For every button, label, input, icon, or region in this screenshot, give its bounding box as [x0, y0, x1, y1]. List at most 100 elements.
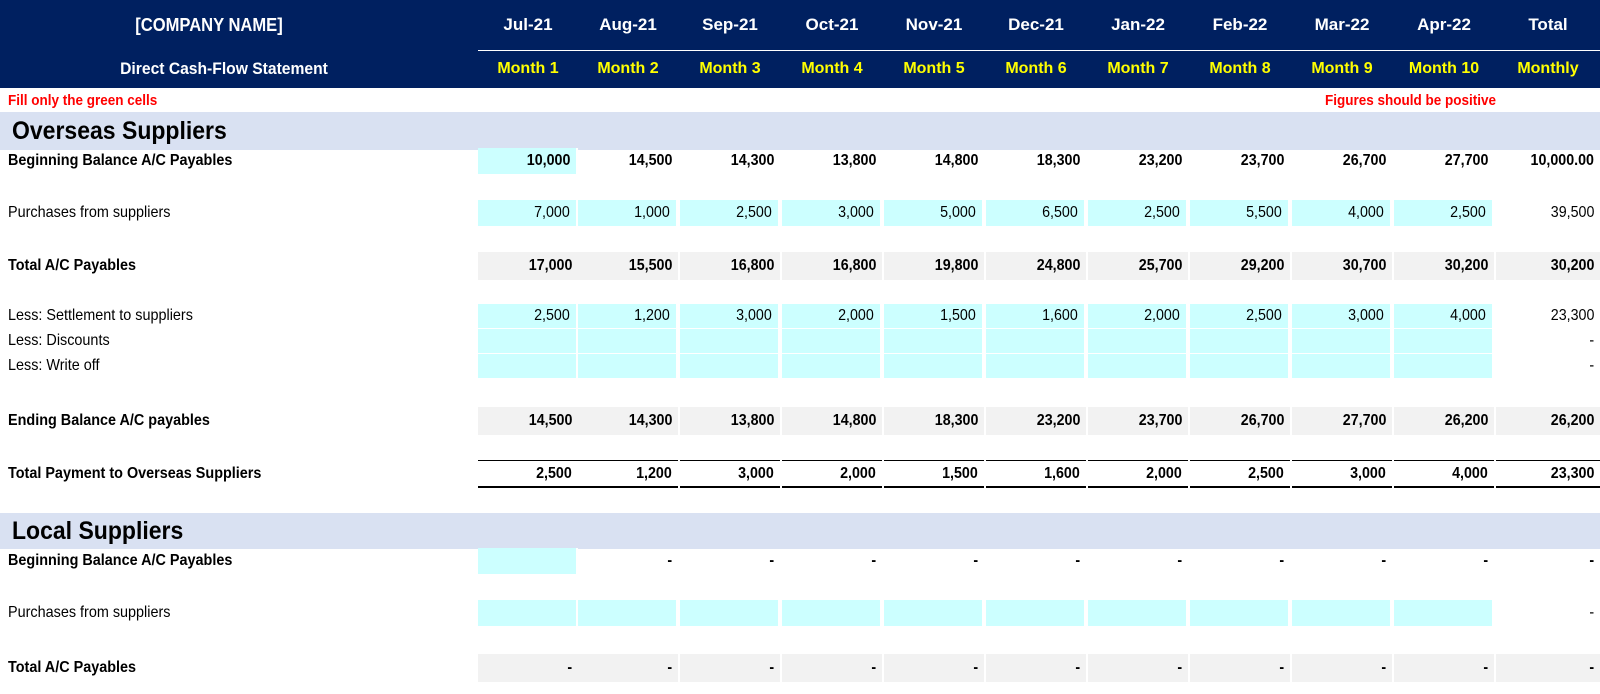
cell-month-2: - [578, 548, 678, 574]
cell-month-10[interactable] [1394, 354, 1494, 378]
cell-month-7[interactable] [1088, 354, 1188, 378]
cell-month-1[interactable]: 10,000 [478, 148, 578, 174]
cell-month-2[interactable] [578, 600, 678, 626]
cell-month-2[interactable] [578, 354, 678, 378]
cell-month-9-value: 3,000 [1348, 307, 1384, 324]
cell-month-3[interactable]: 3,000 [680, 304, 780, 328]
cell-total: - [1496, 354, 1600, 378]
cell-month-6-value: - [1075, 552, 1080, 569]
month-header-8: Feb-22 [1190, 0, 1290, 50]
cell-month-8[interactable] [1190, 600, 1290, 626]
cell-month-6-value: 1,600 [1044, 464, 1080, 482]
cell-total: - [1496, 548, 1600, 574]
cell-month-9-value: 4,000 [1348, 204, 1384, 221]
cell-month-10: 4,000 [1394, 460, 1494, 488]
cell-month-1[interactable] [478, 329, 578, 353]
cell-month-4[interactable] [782, 354, 882, 378]
cell-month-7[interactable] [1088, 329, 1188, 353]
cell-month-4: 16,800 [782, 252, 882, 280]
cell-month-7: - [1088, 548, 1188, 574]
cell-total-value: 23,300 [1550, 464, 1594, 482]
cell-month-4[interactable] [782, 329, 882, 353]
cell-month-8[interactable] [1190, 329, 1290, 353]
cell-month-2[interactable]: 1,000 [578, 200, 678, 226]
cell-month-3[interactable] [680, 354, 780, 378]
cell-month-9[interactable]: 4,000 [1292, 200, 1392, 226]
month-label-4: Month 4 [782, 50, 882, 88]
cell-month-9: 3,000 [1292, 460, 1392, 488]
cell-month-3[interactable] [680, 600, 780, 626]
cell-month-10[interactable] [1394, 600, 1494, 626]
company-name[interactable]: [COMPANY NAME] [135, 14, 283, 35]
month-label-5-value: Month 5 [903, 60, 965, 77]
cell-month-9[interactable] [1292, 354, 1392, 378]
cell-month-1[interactable]: 7,000 [478, 200, 578, 226]
cell-month-2[interactable]: 1,200 [578, 304, 678, 328]
cell-month-2[interactable] [578, 329, 678, 353]
cell-month-7[interactable] [1088, 600, 1188, 626]
cell-month-4[interactable] [782, 600, 882, 626]
row-label: Less: Discounts [8, 332, 110, 349]
row-label: Less: Settlement to suppliers [8, 307, 193, 324]
cell-total: 30,200 [1496, 252, 1600, 280]
cell-month-1: - [478, 654, 578, 682]
cell-month-10[interactable]: 4,000 [1394, 304, 1494, 328]
cell-month-8[interactable]: 5,500 [1190, 200, 1290, 226]
cell-month-5: - [884, 654, 984, 682]
cell-month-5[interactable]: 1,500 [884, 304, 984, 328]
cell-month-6[interactable] [986, 600, 1086, 626]
month-header-2: Aug-21 [578, 0, 678, 50]
cell-month-1[interactable] [478, 548, 578, 574]
row-label: Total Payment to Overseas Suppliers [8, 465, 262, 482]
cell-month-7[interactable]: 2,000 [1088, 304, 1188, 328]
cell-month-3: - [680, 654, 780, 682]
cell-month-8-value: 2,500 [1246, 307, 1282, 324]
cell-month-7[interactable]: 2,500 [1088, 200, 1188, 226]
row-label: Beginning Balance A/C Payables [8, 552, 233, 569]
cell-month-7-value: - [1177, 552, 1182, 569]
cell-month-5[interactable]: 5,000 [884, 200, 984, 226]
cell-month-3[interactable]: 2,500 [680, 200, 780, 226]
cell-month-1: 17,000 [478, 252, 578, 280]
cell-month-6-value: 1,600 [1042, 307, 1078, 324]
cell-month-9[interactable] [1292, 329, 1392, 353]
cell-month-1[interactable] [478, 600, 578, 626]
cell-month-2: - [578, 654, 678, 682]
cell-month-4[interactable]: 3,000 [782, 200, 882, 226]
cell-month-6[interactable] [986, 329, 1086, 353]
cell-month-9-value: - [1381, 552, 1386, 569]
cell-month-8[interactable]: 2,500 [1190, 304, 1290, 328]
cell-month-9-value: - [1381, 659, 1386, 676]
month-header-1-value: Jul-21 [503, 15, 553, 34]
month-label-8-value: Month 8 [1209, 60, 1271, 77]
cell-month-5[interactable] [884, 600, 984, 626]
cell-month-9: 26,700 [1292, 148, 1392, 174]
cell-total-value: - [1589, 604, 1594, 621]
cell-month-9[interactable] [1292, 600, 1392, 626]
cell-month-2: 14,300 [578, 407, 678, 435]
cell-month-6[interactable] [986, 354, 1086, 378]
overseas-ending-balance: Ending Balance A/C payables 14,500 14,300 1… [0, 407, 1600, 435]
cell-month-8-value: - [1279, 659, 1284, 676]
cell-month-6[interactable]: 6,500 [986, 200, 1086, 226]
cell-month-5[interactable] [884, 354, 984, 378]
cell-total: 23,300 [1496, 304, 1600, 328]
cell-month-1-value: - [567, 659, 572, 676]
month-header-6: Dec-21 [986, 0, 1086, 50]
cell-month-1[interactable] [478, 354, 578, 378]
cell-month-5[interactable] [884, 329, 984, 353]
cell-month-4[interactable]: 2,000 [782, 304, 882, 328]
cell-month-9[interactable]: 3,000 [1292, 304, 1392, 328]
cell-month-2-value: 14,500 [628, 152, 672, 169]
cell-month-1-value: 7,000 [534, 204, 570, 221]
cell-month-10-value: - [1483, 552, 1488, 569]
cell-month-6-value: 18,300 [1036, 152, 1080, 169]
cell-month-6[interactable]: 1,600 [986, 304, 1086, 328]
cell-month-1[interactable]: 2,500 [478, 304, 578, 328]
cell-month-10[interactable]: 2,500 [1394, 200, 1494, 226]
cell-month-1: 14,500 [478, 407, 578, 435]
cell-month-10[interactable] [1394, 329, 1494, 353]
cell-month-3[interactable] [680, 329, 780, 353]
local-purchases: Purchases from suppliers - [0, 600, 1600, 626]
cell-month-8[interactable] [1190, 354, 1290, 378]
